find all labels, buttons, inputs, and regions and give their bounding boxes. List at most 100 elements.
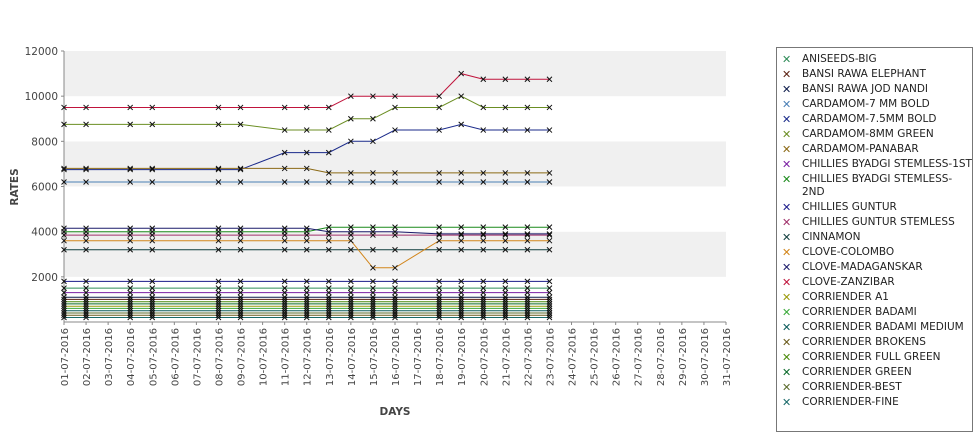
data-point [480, 310, 487, 316]
x-tick-label: 15-07-2016 [369, 328, 380, 386]
data-point [370, 278, 376, 285]
x-tick-label: 02-07-2016 [82, 328, 93, 386]
data-point [458, 310, 465, 316]
data-point [348, 93, 354, 100]
data-point [524, 310, 531, 316]
legend-marker-icon: ✕ [782, 336, 792, 349]
data-point [61, 298, 67, 305]
data-point [458, 312, 465, 319]
data-point [502, 104, 509, 111]
data-point [149, 305, 156, 312]
data-point [370, 294, 376, 301]
data-point [149, 312, 156, 319]
data-point [370, 138, 376, 145]
data-point [480, 76, 487, 83]
data-point [480, 224, 487, 231]
data-point [546, 296, 553, 303]
data-point [480, 104, 487, 111]
data-point [458, 237, 465, 244]
data-point [281, 305, 288, 312]
data-point [458, 224, 465, 231]
line-chart: 2000 4000 6000 8000 10000 12000 01-07-2016 02-… [9, 46, 733, 418]
data-point [392, 264, 398, 271]
data-point [392, 301, 398, 307]
x-tick-label: 04-07-2016 [126, 328, 137, 386]
legend-marker-icon: ✕ [782, 306, 792, 319]
legend-marker-icon: ✕ [782, 201, 792, 214]
data-point [502, 303, 509, 310]
data-point [370, 246, 376, 253]
grid-band [64, 96, 726, 142]
data-point [215, 237, 222, 244]
data-point [480, 246, 487, 253]
data-point [524, 289, 531, 296]
data-point [348, 294, 354, 301]
data-point [215, 289, 222, 296]
legend-label: CORRIENDER-BEST [802, 381, 902, 393]
data-point [325, 298, 332, 305]
data-point [237, 307, 244, 314]
legend-label: CARDAMOM-7.5MM BOLD [802, 113, 937, 125]
legend-item: ✕ CORRIENDER A1 [777, 291, 972, 304]
data-point [237, 312, 244, 319]
legend-label: BANSI RAWA ELEPHANT [802, 68, 926, 80]
data-point [149, 296, 156, 303]
legend-label: CORRIENDER-FINE [802, 396, 899, 408]
data-point [392, 93, 398, 100]
data-point [480, 303, 487, 310]
data-point [436, 285, 442, 291]
data-point [281, 225, 288, 232]
data-point [436, 231, 442, 237]
data-point [325, 310, 332, 316]
data-point [524, 314, 531, 321]
data-point [215, 298, 222, 305]
grid-band [64, 186, 726, 232]
data-point [348, 138, 354, 145]
data-point [237, 232, 244, 238]
data-point [237, 303, 244, 310]
legend-item: ✕ CARDAMOM-7.5MM BOLD [777, 113, 972, 126]
data-point [436, 179, 442, 185]
y-tick-label: 12000 [25, 46, 58, 58]
data-point [458, 70, 465, 77]
data-point [61, 296, 67, 303]
data-point [524, 296, 531, 303]
data-point [436, 298, 442, 305]
data-point [458, 278, 465, 285]
x-tick-labels: 01-07-2016 02-07-2016 03-07-2016 04-07-2016… [60, 328, 733, 386]
x-tick-label: 17-07-2016 [413, 328, 424, 386]
data-point [546, 303, 553, 310]
data-point [348, 278, 354, 285]
data-point [83, 237, 89, 244]
y-tick-labels: 2000 4000 6000 8000 10000 12000 [25, 46, 58, 284]
data-point [524, 301, 531, 307]
data-point [370, 310, 376, 316]
data-point [458, 294, 465, 301]
legend-label: CHILLIES GUNTUR [802, 201, 897, 213]
data-point [524, 170, 531, 176]
data-point [303, 225, 310, 232]
data-point [127, 303, 134, 310]
data-point [524, 246, 531, 253]
data-point [83, 296, 89, 303]
y-tick-label: 8000 [31, 136, 58, 148]
data-point [546, 127, 553, 133]
data-point [237, 305, 244, 312]
data-point [502, 278, 509, 285]
data-point [502, 232, 509, 238]
data-point [436, 232, 442, 238]
data-point [370, 303, 376, 310]
data-point [325, 278, 332, 285]
data-point [325, 104, 332, 111]
data-point [61, 310, 67, 316]
data-point [524, 224, 531, 231]
data-point [149, 166, 156, 173]
data-point [215, 310, 222, 316]
data-point [348, 285, 354, 291]
data-point [215, 285, 222, 291]
data-point [370, 179, 376, 185]
data-point [436, 278, 442, 285]
data-point [61, 289, 67, 296]
data-point [215, 296, 222, 303]
data-point [436, 314, 442, 321]
